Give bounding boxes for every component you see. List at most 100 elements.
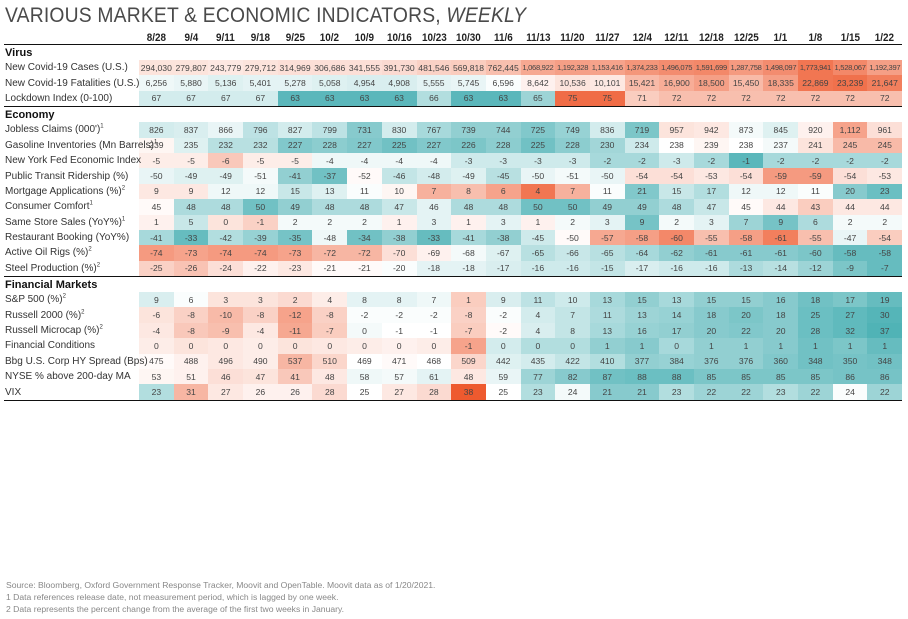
- heatmap-cell: 1: [728, 338, 764, 354]
- heatmap-cell: -74: [243, 245, 278, 261]
- heatmap-cell: 8: [381, 292, 417, 308]
- heatmap-cell: 537: [277, 353, 313, 370]
- heatmap-cell: 2: [832, 214, 868, 230]
- heatmap-cell: 46: [208, 369, 244, 385]
- heatmap-cell: -7: [451, 322, 486, 339]
- heatmap-cell: 241: [798, 137, 833, 153]
- indicator-label: Same Store Sales (YoY%)1: [4, 215, 139, 230]
- indicator-label: Steel Production (%)2: [4, 260, 139, 278]
- heatmap-cell: 16: [763, 292, 799, 308]
- heatmap-cell: 5: [173, 214, 209, 230]
- heatmap-cell: -60: [659, 229, 694, 246]
- heatmap-cell: 237: [763, 137, 799, 153]
- heatmap-cell: 6: [173, 292, 209, 308]
- heatmap-cell: 468: [416, 353, 452, 370]
- heatmap-cell: 4,954: [347, 75, 382, 91]
- heatmap-cell: -54: [659, 168, 694, 184]
- indicator-row: Restaurant Booking (YoY%) -41 -33 -42 -39 -35…: [4, 229, 903, 246]
- indicator-row: New Covid-19 Cases (U.S.) 294,030 279,807 2…: [4, 60, 903, 76]
- indicator-label-text: Mortgage Applications (%): [5, 185, 122, 197]
- heatmap-cell: 47: [694, 199, 729, 215]
- heatmap-cell: -12: [277, 307, 313, 323]
- heatmap-cell: 377: [624, 353, 660, 370]
- heatmap-cell: 28: [416, 384, 452, 401]
- heatmap-cell: 25: [485, 384, 521, 401]
- heatmap-cell: 45: [139, 199, 174, 215]
- indicator-row: NYSE % above 200-day MA 53 51 46 47 41 48 58 57 6…: [4, 369, 903, 385]
- heatmap-cell: 225: [520, 137, 556, 153]
- heatmap-cell: 6,256: [139, 75, 174, 91]
- indicator-row: Lockdown Index (0-100) 67 67 67 67 63 63 63 63 66…: [4, 90, 903, 108]
- heatmap-cell: 17: [659, 322, 694, 339]
- heatmap-cell: 25: [347, 384, 382, 401]
- heatmap-cell: -8: [173, 322, 209, 339]
- heatmap-cell: 14: [659, 307, 694, 323]
- heatmap-cell: 26: [277, 384, 313, 401]
- heatmap-cell: -3: [659, 152, 694, 169]
- heatmap-cell: 72: [763, 90, 799, 108]
- heatmap-cell: 21: [589, 384, 625, 401]
- indicator-label: Mortgage Applications (%)2: [4, 184, 139, 199]
- heatmap-cell: 0: [381, 338, 417, 354]
- heatmap-cell: 20: [728, 307, 764, 323]
- column-header: 10/23: [418, 27, 450, 45]
- heatmap-cell: 15: [659, 183, 694, 200]
- heatmap-cell: -60: [798, 245, 833, 261]
- heatmap-cell: 471: [381, 353, 417, 370]
- indicator-row: New York Fed Economic Index -5 -5 -6 -5 -5 -4-…: [4, 152, 903, 169]
- heatmap-cell: -47: [832, 229, 868, 246]
- heatmap-cell: -6: [208, 152, 244, 169]
- heatmap-cell: -69: [416, 245, 452, 261]
- heatmap-cell: 41: [277, 369, 313, 385]
- heatmap-cell: -4: [416, 152, 452, 169]
- heatmap-cell: 360: [763, 353, 799, 370]
- heatmap-cell: -9: [208, 322, 244, 339]
- heatmap-cell: 920: [798, 122, 833, 138]
- heatmap-cell: 72: [728, 90, 764, 108]
- heatmap-cell: 63: [277, 90, 313, 108]
- heatmap-cell: -33: [173, 229, 209, 246]
- heatmap-cell: -73: [277, 245, 313, 261]
- heatmap-cell: -54: [832, 168, 868, 184]
- heatmap-cell: -5: [277, 152, 313, 169]
- heatmap-cell: 245: [832, 137, 868, 153]
- heatmap-cell: -33: [416, 229, 452, 246]
- heatmap-cell: 71: [624, 90, 660, 108]
- heatmap-cell: 837: [173, 122, 209, 138]
- heatmap-cell: 72: [694, 90, 729, 108]
- indicator-label-text: Gasoline Inventories (Mn Barrels): [5, 139, 154, 151]
- indicator-label: Consumer Comfort1: [4, 199, 139, 214]
- indicator-label: New Covid-19 Cases (U.S.): [4, 60, 139, 75]
- heatmap-cell: 15: [277, 183, 313, 200]
- heatmap-cell: 239: [694, 137, 729, 153]
- heatmap-cell: 1: [867, 338, 903, 354]
- heatmap-cell: 961: [867, 122, 903, 138]
- heatmap-cell: 496: [208, 353, 244, 370]
- column-header: 11/6: [487, 27, 519, 45]
- heatmap-cell: -52: [347, 168, 382, 184]
- heatmap-cell: 0: [208, 338, 244, 354]
- heatmap-cell: -23: [277, 260, 313, 278]
- heatmap-cell: -50: [555, 229, 590, 246]
- heatmap-cell: 481,546: [416, 60, 452, 76]
- heatmap-cell: 18: [694, 307, 729, 323]
- heatmap-cell: 0: [555, 338, 590, 354]
- heatmap-cell: 9: [763, 214, 799, 230]
- heatmap-cell: 15: [694, 292, 729, 308]
- heatmap-cell: -61: [763, 229, 799, 246]
- heatmap-cell: 44: [763, 199, 799, 215]
- indicator-label-text: Same Store Sales (YoY%): [5, 216, 122, 228]
- heatmap-cell: 17: [694, 183, 729, 200]
- heatmap-cell: 1: [520, 214, 556, 230]
- heatmap-cell: -21: [312, 260, 348, 278]
- heatmap-cell: 63: [381, 90, 417, 108]
- indicator-row: Jobless Claims (000')1 826 837 866 796 827 799…: [4, 122, 903, 138]
- heatmap-cell: -3: [451, 152, 486, 169]
- heatmap-cell: 1: [798, 338, 833, 354]
- heatmap-cell: -5: [173, 152, 209, 169]
- heatmap-cell: 391,730: [381, 60, 417, 76]
- heatmap-cell: 9: [139, 183, 174, 200]
- footnote-1: 1 Data references release date, not meas…: [6, 592, 339, 602]
- heatmap-cell: 827: [277, 122, 313, 138]
- heatmap-cell: 3: [589, 214, 625, 230]
